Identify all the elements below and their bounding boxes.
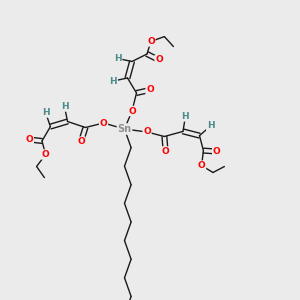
Text: O: O [213, 147, 220, 156]
Text: O: O [155, 56, 163, 64]
Text: O: O [143, 128, 151, 136]
Text: O: O [42, 150, 50, 159]
Text: Sn: Sn [117, 124, 132, 134]
Text: O: O [26, 135, 33, 144]
Text: O: O [147, 37, 155, 46]
Text: H: H [110, 76, 117, 85]
Text: O: O [146, 85, 154, 94]
Text: H: H [207, 122, 214, 130]
Text: O: O [198, 161, 206, 170]
Text: H: H [114, 54, 122, 63]
Text: H: H [182, 112, 189, 121]
Text: O: O [77, 137, 85, 146]
Text: H: H [61, 102, 68, 111]
Text: O: O [162, 147, 170, 156]
Text: O: O [128, 106, 136, 116]
Text: O: O [100, 118, 107, 127]
Text: H: H [42, 108, 50, 117]
